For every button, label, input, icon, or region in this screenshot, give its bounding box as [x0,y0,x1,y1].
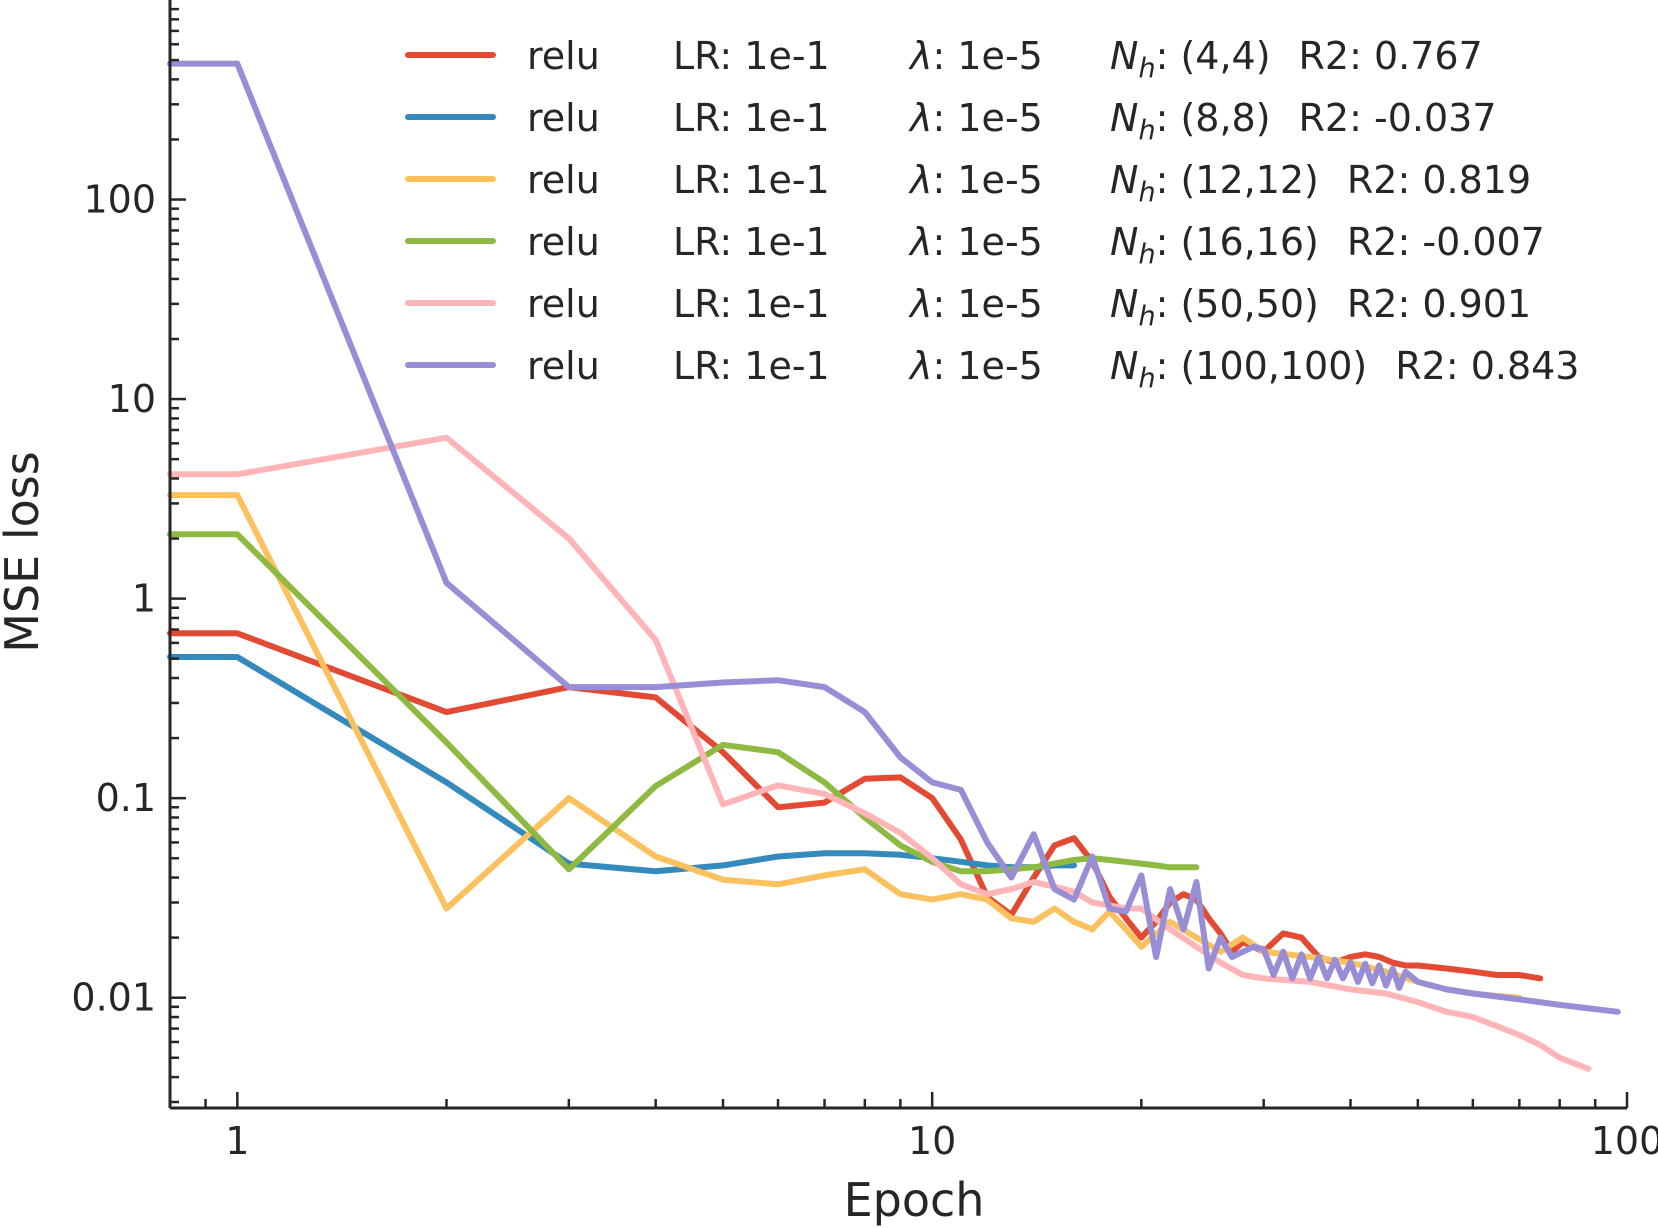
legend-lambda: λ: 1e-5 [908,282,1043,326]
ticks-layer: 1 10 100 0.01 0.1 1 10 100 [71,7,1658,1163]
legend-activation: relu [527,158,600,202]
x-tick-label: 100 [1591,1119,1658,1163]
legend-lr: LR: 1e-1 [673,344,830,388]
legend-lr: LR: 1e-1 [673,282,830,326]
legend-lr: LR: 1e-1 [673,34,830,78]
legend-lambda: λ: 1e-5 [908,96,1043,140]
legend-lr: LR: 1e-1 [673,220,830,264]
legend-nh: Nh: (4,4) [1110,34,1271,84]
legend-nh: Nh: (8,8) [1110,96,1271,146]
legend-nh: Nh: (16,16) [1110,220,1319,270]
axes-layer [168,0,1627,1110]
legend-entry: relu LR: 1e-1 λ: 1e-5 Nh: (8,8) R2: -0.037 [405,96,1497,146]
y-tick-label: 100 [83,178,156,222]
legend: relu LR: 1e-1 λ: 1e-5 Nh: (4,4) R2: 0.767rel… [405,34,1579,394]
series-line-4 [167,531,1200,875]
legend-r2: R2: -0.037 [1299,96,1497,140]
legend-r2: R2: 0.843 [1395,344,1579,388]
legend-activation: relu [527,34,600,78]
series-layer [167,60,1621,1072]
legend-r2: R2: 0.901 [1347,282,1531,326]
legend-lambda: λ: 1e-5 [908,344,1043,388]
legend-entry: relu LR: 1e-1 λ: 1e-5 Nh: (16,16) R2: -0.007 [405,220,1545,270]
y-tick-label: 0.1 [96,776,156,820]
legend-activation: relu [527,344,600,388]
legend-lambda: λ: 1e-5 [908,158,1043,202]
y-tick-label: 1 [132,577,156,621]
x-tick-label: 10 [908,1119,956,1163]
legend-nh: Nh: (50,50) [1110,282,1319,332]
legend-nh: Nh: (100,100) [1110,344,1367,394]
y-tick-label: 0.01 [71,976,156,1020]
legend-entry: relu LR: 1e-1 λ: 1e-5 Nh: (4,4) R2: 0.767 [405,34,1483,84]
y-tick-label: 10 [108,377,156,421]
legend-activation: relu [527,282,600,326]
series-line-6 [167,60,1621,1015]
legend-lr: LR: 1e-1 [673,158,830,202]
x-axis-title: Epoch [844,1173,985,1227]
legend-activation: relu [527,96,600,140]
legend-lambda: λ: 1e-5 [908,220,1043,264]
series-line-1 [167,630,1544,982]
series-line-3 [167,492,1523,1001]
legend-nh: Nh: (12,12) [1110,158,1319,208]
y-axis-title: MSE loss [0,451,49,652]
x-tick-label: 1 [225,1119,249,1163]
legend-lambda: λ: 1e-5 [908,34,1043,78]
legend-lr: LR: 1e-1 [673,96,830,140]
legend-r2: R2: 0.767 [1299,34,1483,78]
legend-activation: relu [527,220,600,264]
legend-entry: relu LR: 1e-1 λ: 1e-5 Nh: (100,100) R2: 0.84… [405,344,1579,394]
legend-entry: relu LR: 1e-1 λ: 1e-5 Nh: (12,12) R2: 0.819 [405,158,1531,208]
legend-r2: R2: 0.819 [1347,158,1531,202]
legend-r2: R2: -0.007 [1347,220,1545,264]
legend-entry: relu LR: 1e-1 λ: 1e-5 Nh: (50,50) R2: 0.901 [405,282,1531,332]
